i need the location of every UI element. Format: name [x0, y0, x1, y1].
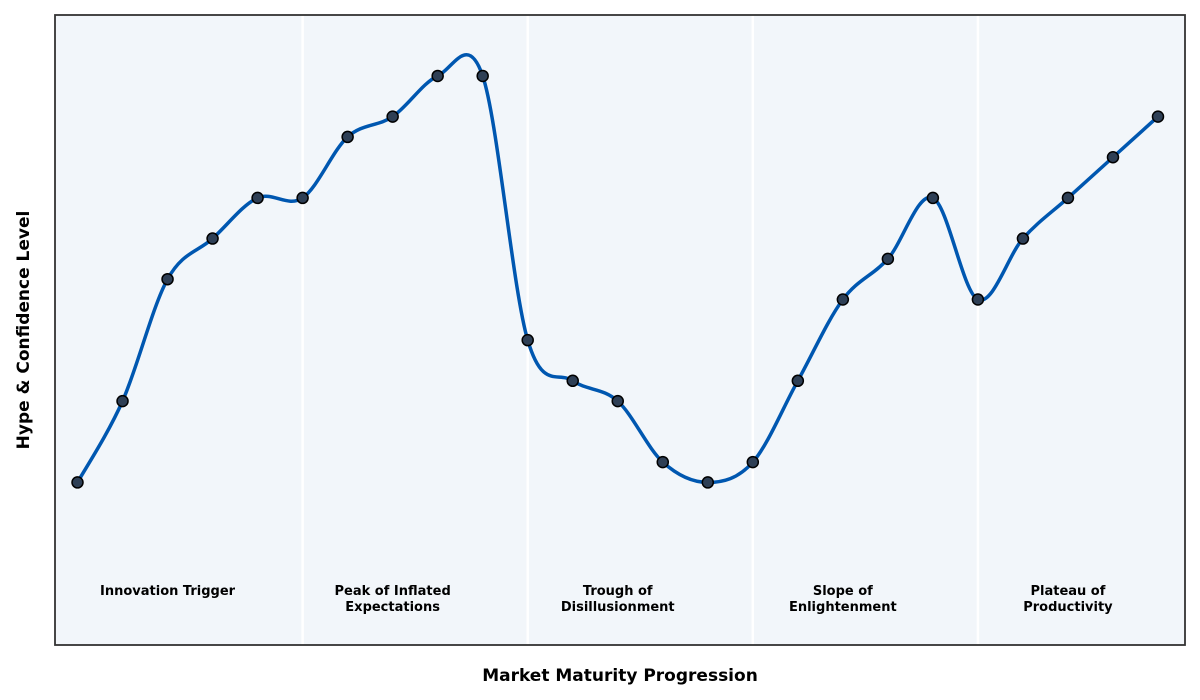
data-point-24: [1106, 151, 1120, 164]
data-point-20: [926, 191, 940, 205]
data-point-13: [611, 394, 624, 408]
data-point-16: [746, 455, 760, 469]
data-point-19: [881, 252, 895, 266]
data-point-12: [566, 374, 579, 388]
data-point-9: [431, 69, 444, 83]
phase-dividers: [301, 15, 980, 645]
phase-label-5-line-2: Productivity: [1023, 600, 1113, 615]
data-point-25: [1151, 110, 1165, 123]
plot-background: [55, 15, 1185, 645]
data-point-10: [476, 69, 489, 83]
phase-label-5-line-1: Plateau of: [1030, 584, 1105, 599]
phase-label-4-line-1: Slope of: [813, 584, 873, 599]
plot-frame: [54, 14, 1186, 646]
phase-label-4-line-2: Enlightenment: [789, 600, 897, 615]
data-point-8: [386, 110, 399, 123]
data-point-23: [1061, 191, 1075, 205]
data-point-3: [161, 272, 174, 286]
data-point-11: [521, 333, 534, 347]
phase-label-2-line-2: Expectations: [345, 600, 440, 615]
data-point-7: [341, 130, 354, 144]
phase-label-3-line-1: Trough of: [583, 584, 653, 599]
data-point-4: [206, 232, 219, 245]
data-point-1: [71, 476, 84, 489]
data-point-15: [701, 476, 715, 489]
data-point-14: [656, 455, 670, 469]
phase-label-3-line-2: Disillusionment: [561, 600, 675, 615]
phase-labels: Innovation Trigger Peak of InflatedExpect…: [100, 584, 1113, 615]
data-point-17: [791, 374, 805, 388]
data-point-18: [836, 293, 850, 306]
data-point-5: [251, 191, 264, 205]
y-axis-title: Hype & Confidence Level: [14, 211, 34, 450]
phase-label-2-line-1: Peak of Inflated: [335, 584, 451, 599]
phase-label-1-line-1: Innovation Trigger: [100, 584, 236, 599]
data-point-2: [116, 394, 129, 408]
data-point-22: [1016, 232, 1030, 245]
data-point-6: [296, 191, 309, 205]
data-points: [71, 69, 1165, 489]
x-axis-title: Market Maturity Progression: [482, 666, 758, 686]
data-point-21: [971, 293, 985, 306]
